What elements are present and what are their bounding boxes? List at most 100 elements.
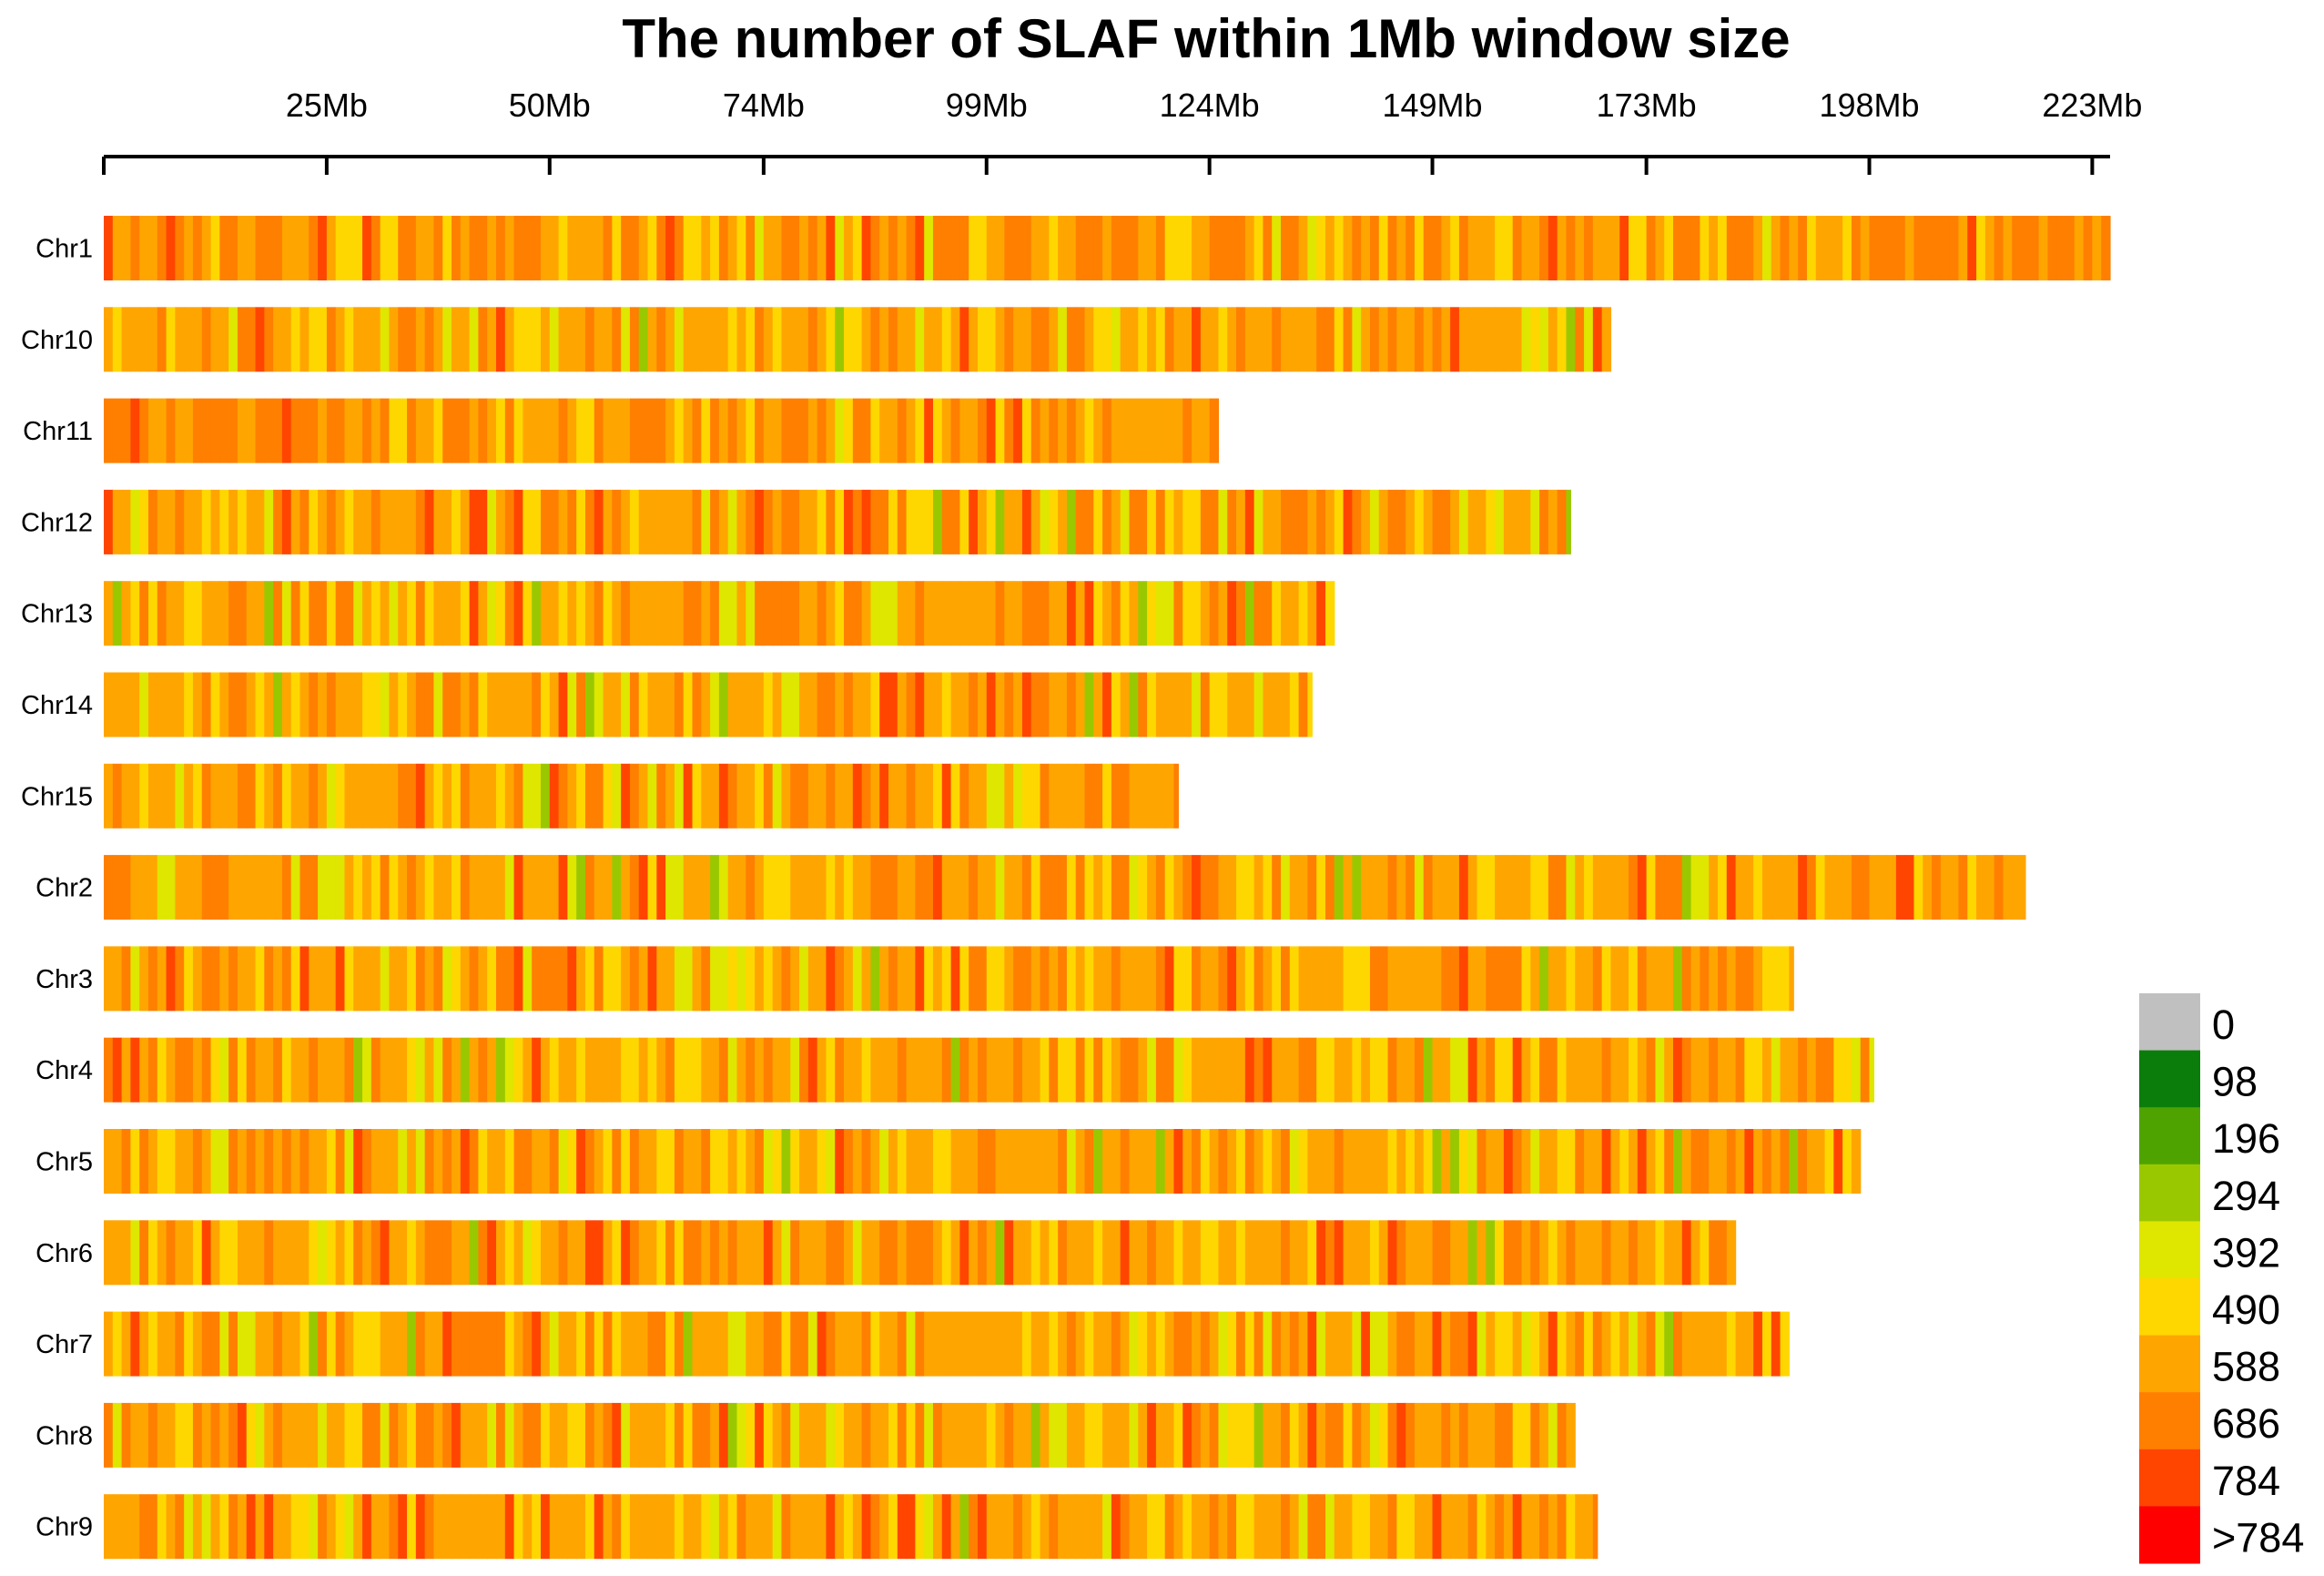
density-cell (469, 216, 480, 280)
density-cell (932, 1220, 943, 1286)
density-cell (1066, 1494, 1077, 1560)
density-cell (1726, 1220, 1737, 1286)
density-cell (139, 1494, 149, 1560)
density-cell (540, 307, 551, 372)
density-cell (210, 672, 220, 737)
density-cell (1227, 1129, 1237, 1194)
density-cell (121, 672, 131, 737)
density-cell (1013, 489, 1023, 554)
density-cell (192, 1220, 203, 1286)
density-cell (1761, 1037, 1772, 1103)
density-cell (1272, 672, 1282, 737)
density-cell (1289, 1220, 1300, 1286)
density-cell (746, 307, 756, 372)
density-cell (1450, 307, 1460, 372)
density-cell (959, 1311, 969, 1377)
density-cell (1209, 1129, 1220, 1194)
density-cell (1138, 1311, 1148, 1377)
density-cell (532, 1311, 542, 1377)
density-cell (1058, 1037, 1068, 1103)
density-cell (130, 946, 140, 1012)
density-cell (558, 946, 568, 1012)
density-cell (1566, 1402, 1576, 1468)
density-cell (1138, 672, 1148, 737)
density-cell (772, 1220, 783, 1286)
density-cell (112, 216, 123, 280)
density-cell (603, 763, 613, 829)
density-cell (558, 581, 568, 646)
density-cell (1272, 1311, 1282, 1377)
density-cell (1298, 1402, 1308, 1468)
density-cell (309, 216, 319, 280)
density-cell (897, 1129, 908, 1194)
density-cell (184, 946, 194, 1012)
density-cell (1406, 1402, 1416, 1468)
density-cell (844, 307, 854, 372)
density-cell (576, 398, 586, 463)
density-cell (1298, 489, 1308, 554)
density-cell (1673, 1037, 1683, 1103)
density-cell (1601, 307, 1612, 372)
density-cell (1673, 1129, 1683, 1194)
density-cell (772, 672, 783, 737)
density-cell (1681, 946, 1692, 1012)
density-cell (540, 581, 551, 646)
density-cell (1093, 489, 1103, 554)
density-cell (469, 398, 480, 463)
density-cell (915, 581, 925, 646)
density-cell (1200, 216, 1211, 280)
density-cell (1467, 1129, 1478, 1194)
density-cell (861, 581, 872, 646)
density-cell (2003, 216, 2013, 280)
density-cell (683, 1494, 694, 1560)
density-cell (932, 1494, 943, 1560)
density-cell (621, 1402, 631, 1468)
density-cell (1664, 946, 1674, 1012)
density-cell (121, 763, 131, 829)
density-cell (1949, 855, 1960, 920)
density-cell (612, 1037, 622, 1103)
density-cell (540, 216, 551, 280)
density-cell (1093, 946, 1103, 1012)
density-cell (309, 1220, 319, 1286)
density-cell (255, 855, 265, 920)
density-cell (1352, 489, 1362, 554)
density-cell (1013, 216, 1023, 280)
density-cell (1709, 216, 1719, 280)
density-cell (1298, 307, 1308, 372)
density-cell (184, 489, 194, 554)
density-cell (915, 1220, 925, 1286)
density-cell (1548, 1311, 1558, 1377)
density-cell (318, 398, 328, 463)
density-cell (104, 1129, 114, 1194)
density-cell (1406, 1494, 1416, 1560)
density-cell (1030, 1494, 1041, 1560)
density-cell (112, 672, 123, 737)
density-cell (1690, 1037, 1701, 1103)
density-cell (763, 1220, 774, 1286)
density-cell (950, 398, 960, 463)
density-cell (870, 946, 880, 1012)
density-cell (799, 307, 809, 372)
density-cell (166, 1129, 176, 1194)
density-cell (166, 855, 176, 920)
density-cell (1307, 1129, 1317, 1194)
density-cell (969, 672, 979, 737)
density-cell (959, 1220, 969, 1286)
density-cell (299, 763, 310, 829)
density-cell (1441, 1311, 1451, 1377)
density-cell (861, 307, 872, 372)
density-cell (701, 1402, 711, 1468)
density-cell (879, 1494, 889, 1560)
density-cell (112, 1037, 123, 1103)
density-cell (906, 1129, 916, 1194)
density-cell (290, 1494, 301, 1560)
density-cell (995, 398, 1005, 463)
density-cell (861, 672, 872, 737)
density-cell (1030, 1220, 1041, 1286)
density-cell (246, 216, 257, 280)
density-cell (950, 672, 960, 737)
density-cell (1441, 216, 1451, 280)
density-cell (656, 855, 666, 920)
density-cell (603, 855, 613, 920)
